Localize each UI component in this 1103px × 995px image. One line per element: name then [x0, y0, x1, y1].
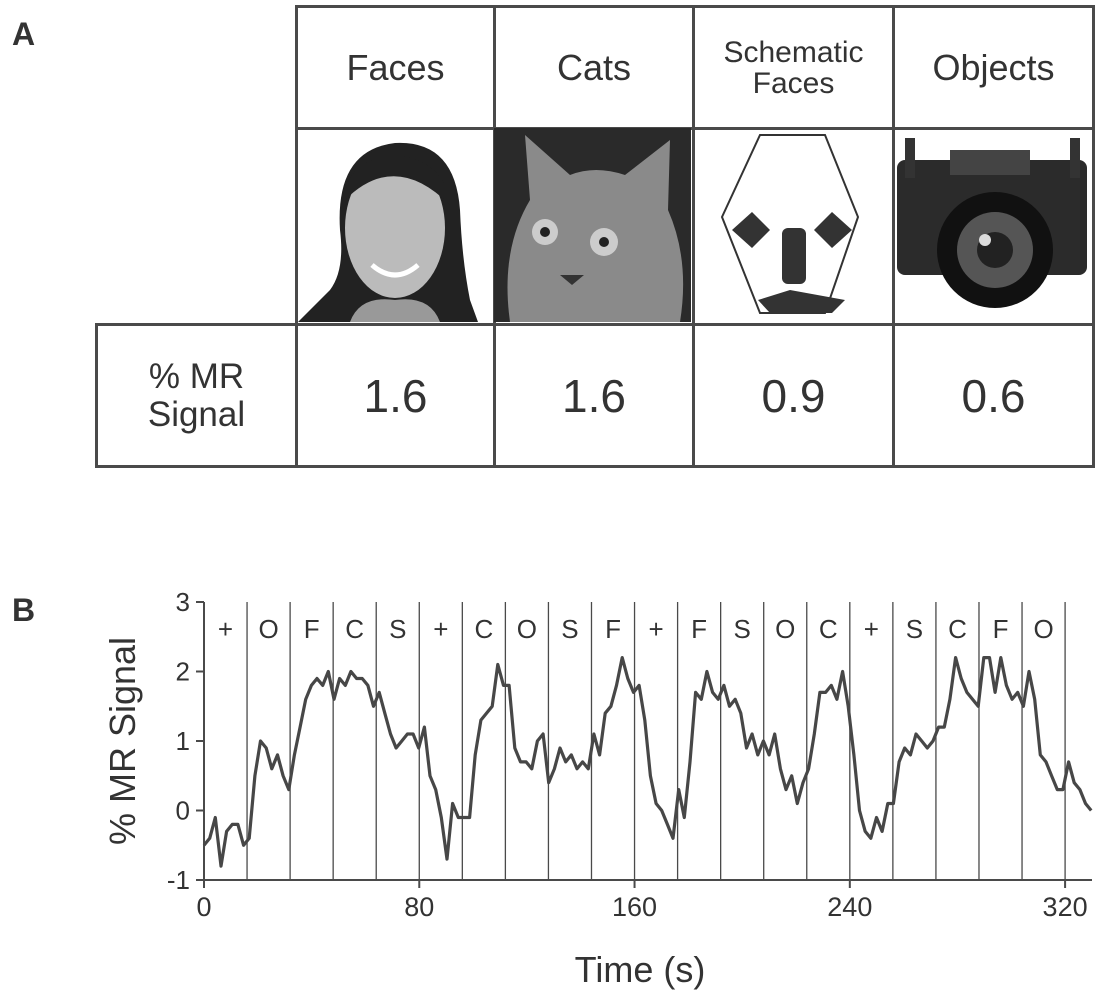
epoch-label: S [389, 614, 406, 644]
epoch-label: C [948, 614, 967, 644]
epoch-label: F [993, 614, 1009, 644]
epoch-label: F [605, 614, 621, 644]
epoch-label: S [906, 614, 923, 644]
y-tick-label: -1 [167, 865, 190, 895]
camera-photo [897, 138, 1087, 308]
y-axis-label: % MR Signal [102, 637, 143, 845]
y-tick-label: 0 [176, 796, 190, 826]
epoch-label: O [517, 614, 537, 644]
epoch-label: + [648, 614, 663, 644]
epoch-label: F [691, 614, 707, 644]
value-cell: 0.6 [892, 323, 1095, 468]
epoch-label: O [1033, 614, 1053, 644]
epoch-label: + [864, 614, 879, 644]
schematic-face [720, 134, 860, 314]
panel-label: A [12, 16, 36, 52]
epoch-label: C [819, 614, 838, 644]
x-axis-label: Time (s) [575, 949, 706, 990]
cat-photo [494, 128, 691, 322]
x-tick-label: 160 [612, 892, 657, 922]
epoch-label: C [345, 614, 364, 644]
epoch-label: S [734, 614, 751, 644]
epoch-label: O [258, 614, 278, 644]
epoch-label: S [561, 614, 578, 644]
epoch-label: + [218, 614, 233, 644]
panel-label: B [12, 592, 36, 628]
face-photo [298, 130, 492, 322]
x-tick-label: 240 [827, 892, 872, 922]
epoch-label: O [775, 614, 795, 644]
x-tick-label: 80 [404, 892, 434, 922]
y-tick-label: 1 [176, 726, 190, 756]
x-tick-label: 0 [196, 892, 211, 922]
signal-line [202, 656, 1093, 868]
epoch-label: C [474, 614, 493, 644]
row-label: % MR Signal [95, 323, 298, 468]
epoch-label: F [304, 614, 320, 644]
y-tick-label: 2 [176, 657, 190, 687]
x-tick-label: 320 [1043, 892, 1088, 922]
epoch-label: + [433, 614, 448, 644]
y-tick-label: 3 [176, 587, 190, 617]
